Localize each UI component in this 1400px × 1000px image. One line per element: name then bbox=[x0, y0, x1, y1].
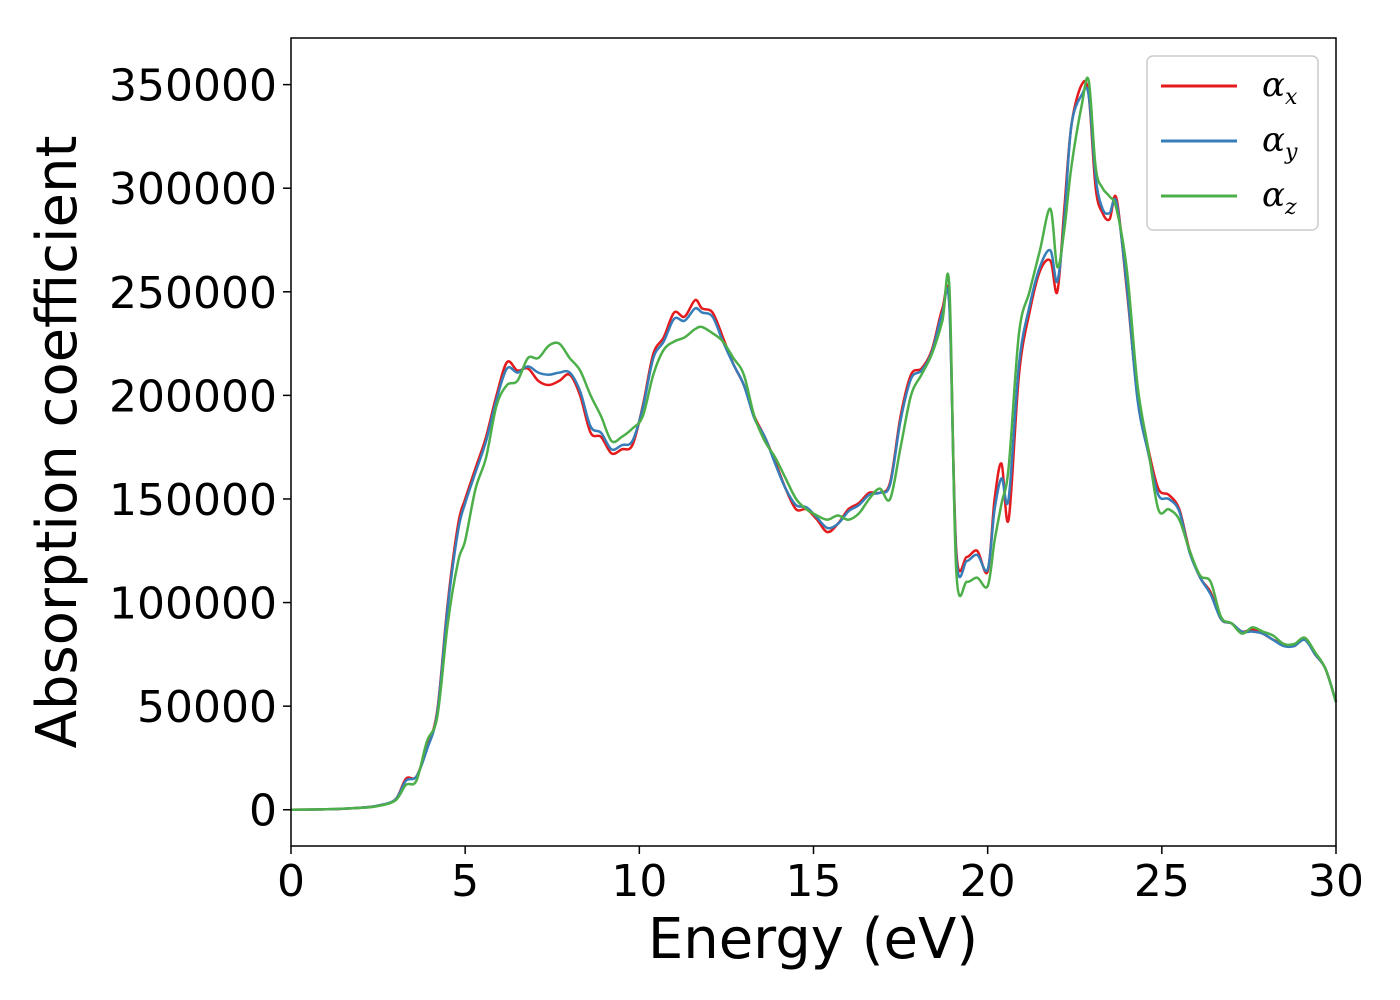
legend-box bbox=[1146, 55, 1319, 231]
y-tick-label: 300000 bbox=[109, 164, 277, 215]
y-tick-label: 250000 bbox=[109, 268, 277, 319]
series-line-z bbox=[290, 76, 1338, 811]
x-tick-label: 10 bbox=[611, 856, 667, 907]
series-layer bbox=[290, 76, 1338, 811]
y-tick-label: 0 bbox=[249, 786, 277, 837]
x-tick-label: 30 bbox=[1308, 856, 1364, 907]
y-tick-label: 100000 bbox=[109, 579, 277, 630]
y-axis-title: Absorption coefficient bbox=[25, 136, 90, 749]
legend-label-y: αy bbox=[1262, 120, 1298, 165]
x-axis-ticks: 0 5 10 15 20 25 30 bbox=[277, 846, 1364, 907]
x-tick-label: 20 bbox=[960, 856, 1016, 907]
y-tick-label: 350000 bbox=[109, 61, 277, 112]
x-axis-title: Energy (eV) bbox=[648, 907, 978, 972]
y-tick-label: 150000 bbox=[109, 475, 277, 526]
y-axis-ticks: 0 50000 100000 150000 200000 250000 300000 3500… bbox=[109, 61, 291, 837]
y-tick-label: 50000 bbox=[137, 682, 277, 733]
x-tick-label: 15 bbox=[786, 856, 842, 907]
y-tick-label: 200000 bbox=[109, 371, 277, 422]
x-tick-label: 25 bbox=[1134, 856, 1190, 907]
x-tick-label: 5 bbox=[451, 856, 479, 907]
x-tick-label: 0 bbox=[277, 856, 305, 907]
